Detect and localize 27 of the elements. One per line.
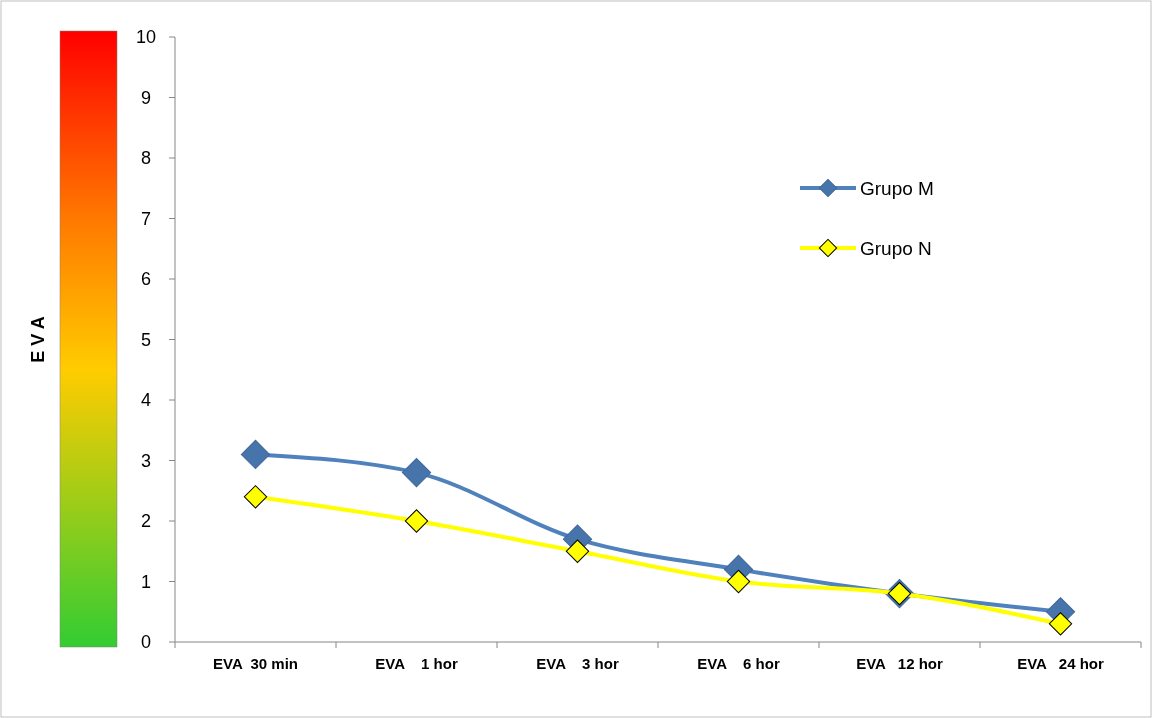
y-tick-label: 2	[140, 511, 152, 532]
point	[1048, 612, 1073, 636]
point	[401, 457, 432, 488]
y-tick-label: 5	[140, 329, 152, 350]
y-tick-label: 6	[140, 269, 152, 290]
legend-label: Grupo M	[860, 177, 934, 199]
x-tick-label: EVA 3 hor	[536, 655, 619, 672]
legend-label: Grupo N	[860, 237, 932, 259]
y-tick-label: 0	[140, 632, 152, 653]
point	[240, 439, 271, 470]
x-tick-label: EVA 1 hor	[375, 655, 458, 672]
y-tick-label: 7	[140, 208, 152, 229]
y-tick-label: 1	[140, 571, 152, 592]
x-tick-label: EVA 24 hor	[1017, 655, 1104, 672]
y-tick-label: 9	[140, 87, 152, 108]
y-tick-label: 4	[140, 390, 152, 411]
y-axis-title: E V A	[28, 316, 48, 363]
point	[565, 539, 590, 563]
x-tick-label: EVA 6 hor	[697, 655, 780, 672]
x-tick-label: EVA 30 min	[212, 655, 299, 672]
point	[243, 485, 268, 509]
x-tick-label: EVA 12 hor	[856, 655, 943, 672]
y-tick-label: 10	[135, 27, 157, 48]
point	[726, 569, 751, 594]
y-tick-label: 8	[140, 148, 152, 169]
point	[404, 509, 429, 533]
y-tick-label: 3	[140, 450, 152, 471]
